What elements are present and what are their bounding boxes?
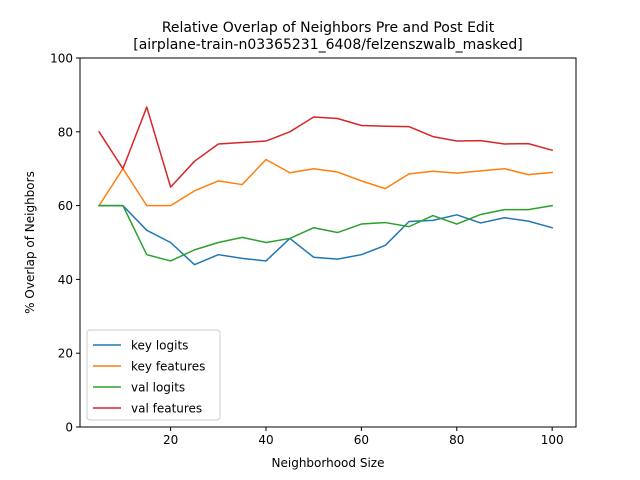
y-tick-label: 60 [58,199,73,213]
x-axis-ticks: 20 40 60 80 100 [163,427,564,447]
legend-label: val logits [131,381,185,395]
series-line-val-logits [98,204,554,262]
series-line-val-features [98,106,554,188]
legend-box [86,329,221,421]
chart-title-line1: Relative Overlap of Neighbors Pre and Po… [162,20,495,36]
y-axis-ticks: 0 20 40 60 80 100 [50,52,80,435]
x-tick-label: 80 [449,433,464,447]
y-tick-label: 20 [58,347,73,361]
y-tick-label: 0 [65,421,73,435]
plot-frame [79,57,577,428]
y-tick-label: 80 [58,125,73,139]
x-tick-label: 60 [354,433,369,447]
x-tick-label: 20 [163,433,178,447]
series-line-key-features [98,158,553,207]
x-axis-label: Neighborhood Size [272,456,385,470]
series-line-key-logits [98,204,554,266]
legend: key logits key features val logits val feat… [86,329,221,421]
legend-label: val features [131,402,202,416]
x-tick-label: 40 [258,433,273,447]
chart-title-line2: [airplane-train-n03365231_6408/felzenszw… [133,37,523,53]
y-axis-label: % Overlap of Neighbors [23,171,37,314]
y-tick-label: 40 [58,273,73,287]
y-tick-label: 100 [50,52,73,66]
legend-label: key logits [131,339,188,353]
legend-label: key features [131,360,205,374]
series-lines [98,106,554,266]
x-tick-label: 100 [541,433,564,447]
